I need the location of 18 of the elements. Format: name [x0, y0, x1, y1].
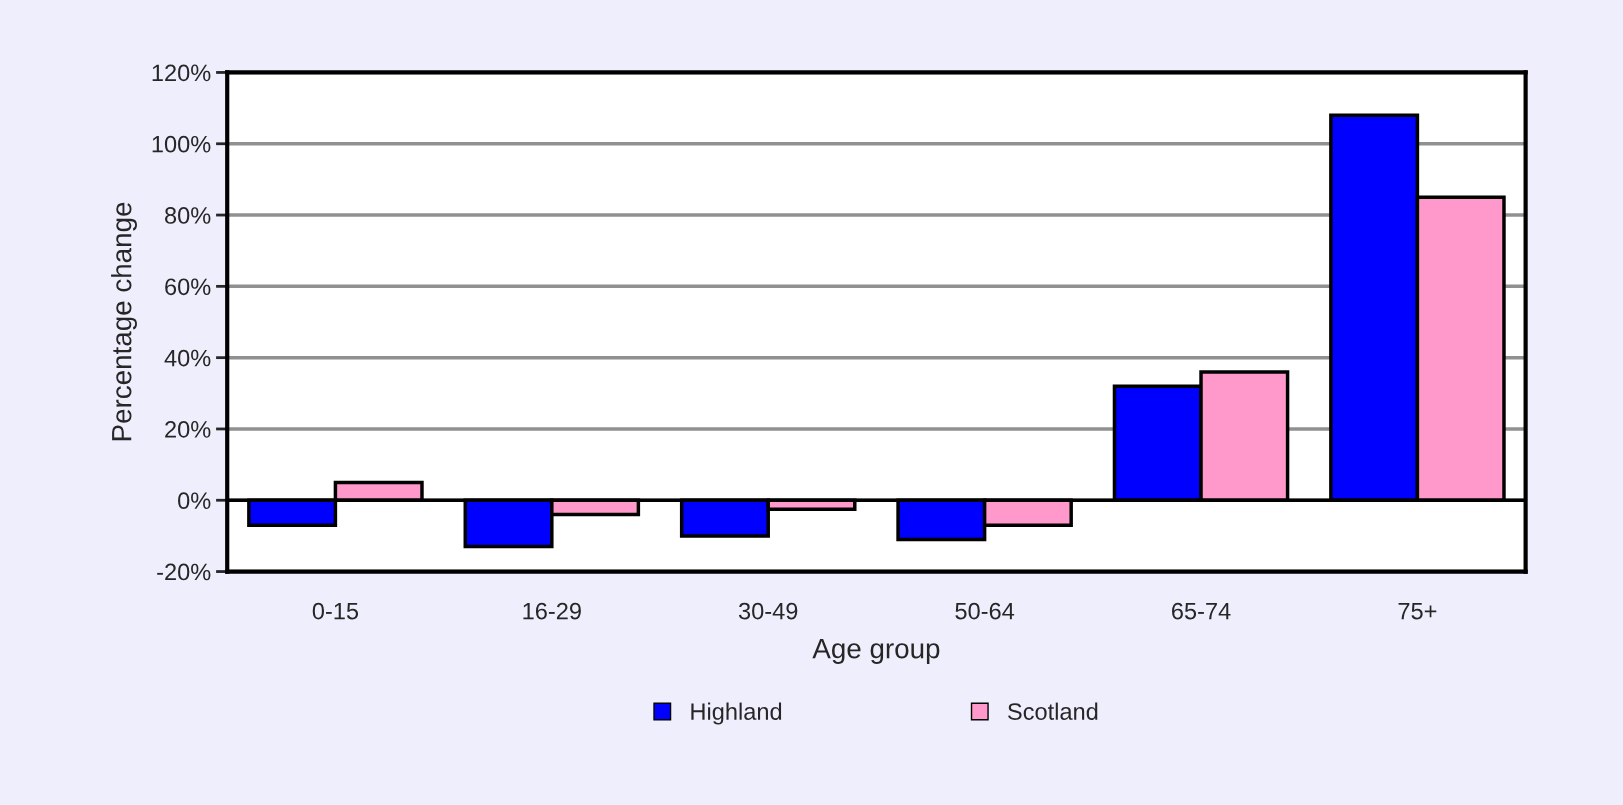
- x-tick-label: 65-74: [1172, 602, 1231, 620]
- legend-label: Highland: [691, 702, 782, 725]
- y-tick-label: 100%: [152, 135, 211, 153]
- y-tick-label: -20%: [157, 563, 211, 581]
- x-tick-label: 0-15: [312, 602, 359, 620]
- y-tick-label: 20%: [165, 421, 211, 438]
- y-axis-title: Percentage change: [111, 202, 137, 441]
- y-tick-label: 0%: [178, 492, 211, 510]
- x-tick-label: 30-49: [738, 602, 798, 620]
- y-tick-label: 60%: [165, 278, 211, 296]
- x-tick-label: 16-29: [523, 602, 581, 620]
- legend-label: Scotland: [1008, 702, 1098, 720]
- x-axis-title: Age group: [812, 639, 940, 664]
- y-tick-label: 120%: [152, 64, 211, 82]
- x-tick-label: 50-64: [955, 602, 1015, 620]
- x-tick-label: 75+: [1398, 602, 1437, 620]
- y-tick-label: 40%: [164, 349, 211, 367]
- y-tick-label: 80%: [165, 207, 211, 224]
